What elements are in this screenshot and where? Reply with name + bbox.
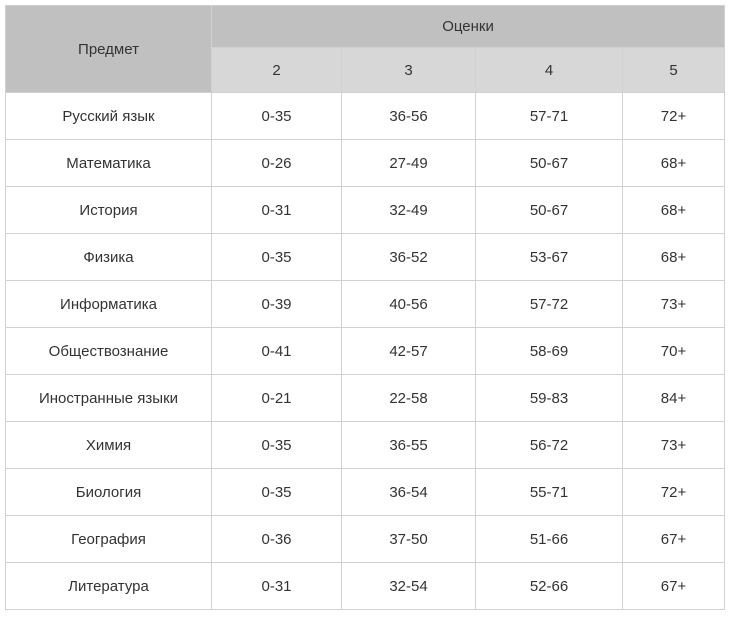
subject-cell: Биология (5, 468, 212, 516)
subject-cell: Информатика (5, 280, 212, 328)
range-cell: 22-58 (341, 374, 476, 422)
score-level-header-3: 3 (341, 47, 476, 93)
header-row-levels: 2 3 4 5 (6, 47, 726, 93)
table-row: История 0-31 32-49 50-67 68+ (5, 186, 726, 234)
grade-boundaries-table: Предмет Оценки 2 3 4 5 Русский язык 0-35… (5, 5, 726, 610)
range-cell: 0-21 (211, 374, 342, 422)
range-cell: 68+ (621, 186, 726, 234)
range-cell: 73+ (621, 421, 726, 469)
range-cell: 0-35 (211, 92, 342, 140)
table-row: Химия 0-35 36-55 56-72 73+ (5, 421, 726, 469)
subject-cell: Иностранные языки (5, 374, 212, 422)
range-cell: 0-41 (211, 327, 342, 375)
range-cell: 50-67 (475, 139, 623, 187)
range-cell: 72+ (621, 468, 726, 516)
range-cell: 53-67 (475, 233, 623, 281)
range-cell: 50-67 (475, 186, 623, 234)
table-row: Биология 0-35 36-54 55-71 72+ (5, 468, 726, 516)
range-cell: 36-56 (341, 92, 476, 140)
range-cell: 36-55 (341, 421, 476, 469)
range-cell: 52-66 (475, 562, 623, 610)
range-cell: 42-57 (341, 327, 476, 375)
range-cell: 57-72 (475, 280, 623, 328)
score-level-header-4: 4 (475, 47, 623, 93)
score-level-header-2: 2 (211, 47, 342, 93)
range-cell: 0-39 (211, 280, 342, 328)
table-row: География 0-36 37-50 51-66 67+ (5, 515, 726, 563)
scores-group-header: Оценки (210, 5, 726, 48)
subject-cell: Химия (5, 421, 212, 469)
range-cell: 67+ (621, 562, 726, 610)
header-row-groups: Предмет Оценки (5, 5, 726, 93)
range-cell: 0-31 (211, 562, 342, 610)
score-level-header-5: 5 (621, 47, 726, 93)
range-cell: 73+ (621, 280, 726, 328)
table-row: Обществознание 0-41 42-57 58-69 70+ (5, 327, 726, 375)
range-cell: 57-71 (475, 92, 623, 140)
range-cell: 0-31 (211, 186, 342, 234)
range-cell: 36-52 (341, 233, 476, 281)
subject-cell: История (5, 186, 212, 234)
range-cell: 70+ (621, 327, 726, 375)
subject-cell: Литература (5, 562, 212, 610)
table-row: Иностранные языки 0-21 22-58 59-83 84+ (5, 374, 726, 422)
range-cell: 67+ (621, 515, 726, 563)
table-row: Информатика 0-39 40-56 57-72 73+ (5, 280, 726, 328)
table-row: Литература 0-31 32-54 52-66 67+ (5, 562, 726, 610)
subject-column-header: Предмет (5, 5, 212, 93)
range-cell: 32-54 (341, 562, 476, 610)
table-row: Математика 0-26 27-49 50-67 68+ (5, 139, 726, 187)
table-row: Физика 0-35 36-52 53-67 68+ (5, 233, 726, 281)
range-cell: 37-50 (341, 515, 476, 563)
range-cell: 0-35 (211, 233, 342, 281)
range-cell: 0-35 (211, 468, 342, 516)
range-cell: 32-49 (341, 186, 476, 234)
subject-cell: Обществознание (5, 327, 212, 375)
range-cell: 72+ (621, 92, 726, 140)
range-cell: 0-36 (211, 515, 342, 563)
range-cell: 0-35 (211, 421, 342, 469)
range-cell: 68+ (621, 233, 726, 281)
range-cell: 51-66 (475, 515, 623, 563)
subject-cell: География (5, 515, 212, 563)
range-cell: 40-56 (341, 280, 476, 328)
subject-cell: Математика (5, 139, 212, 187)
subject-cell: Русский язык (5, 92, 212, 140)
subject-cell: Физика (5, 233, 212, 281)
range-cell: 0-26 (211, 139, 342, 187)
range-cell: 27-49 (341, 139, 476, 187)
range-cell: 84+ (621, 374, 726, 422)
range-cell: 56-72 (475, 421, 623, 469)
range-cell: 58-69 (475, 327, 623, 375)
table-row: Русский язык 0-35 36-56 57-71 72+ (5, 92, 726, 140)
range-cell: 68+ (621, 139, 726, 187)
range-cell: 36-54 (341, 468, 476, 516)
range-cell: 59-83 (475, 374, 623, 422)
range-cell: 55-71 (475, 468, 623, 516)
